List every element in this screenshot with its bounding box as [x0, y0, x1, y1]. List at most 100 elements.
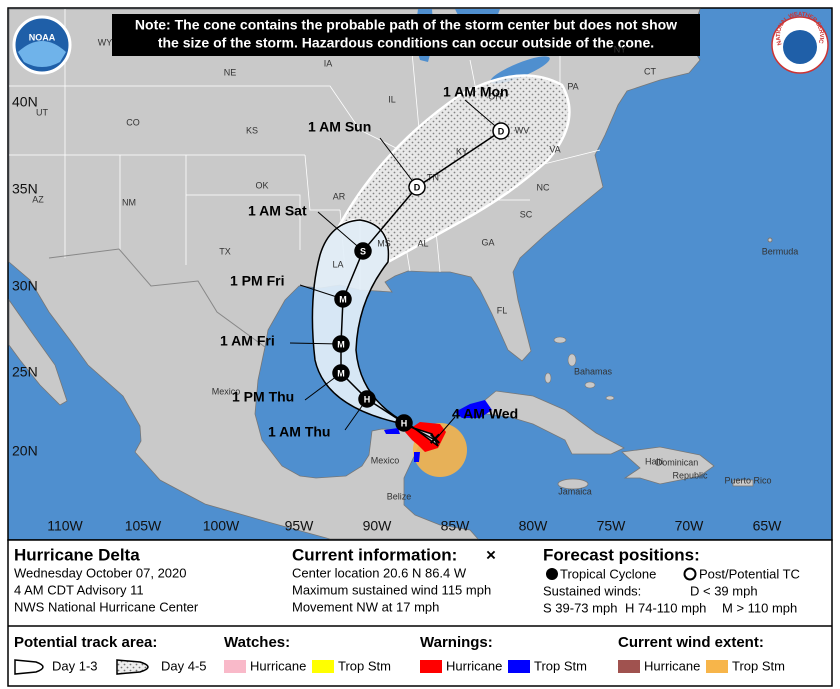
- latitude-label: 30N: [12, 278, 38, 294]
- swatch: [420, 660, 442, 673]
- forecast-symbol: D: [414, 182, 421, 192]
- forecast-symbol: H: [364, 394, 371, 404]
- leader-line: [317, 211, 364, 252]
- place-label: Belize: [387, 491, 412, 501]
- longitude-label: 85W: [441, 518, 471, 534]
- forecast-time: 1 AM Fri: [220, 333, 275, 349]
- place-label: Mexico: [212, 386, 241, 396]
- place-label: Dominican: [656, 457, 699, 467]
- place-label: SC: [520, 209, 533, 219]
- wind-class: H 74-110 mph: [625, 600, 706, 615]
- group-title: Watches:: [224, 634, 290, 651]
- swatch-label: Hurricane: [250, 658, 306, 673]
- forecast-marker: [332, 335, 350, 353]
- longitude-label: 80W: [519, 518, 549, 534]
- current-time: 4 AM Wed: [452, 406, 518, 422]
- place-label: Republic: [672, 470, 708, 480]
- storm-info: Wednesday October 07, 2020: [14, 565, 187, 580]
- current-info: Maximum sustained wind 115 mph: [292, 582, 491, 597]
- noaa-logo-wave: [18, 41, 66, 67]
- bahamas-islands: [544, 336, 615, 401]
- place-label: GA: [481, 237, 494, 247]
- forecast-symbol: M: [337, 339, 345, 349]
- forecast-marker: [358, 390, 376, 408]
- group-title: Warnings:: [420, 634, 493, 651]
- leader-line: [434, 416, 456, 441]
- place-label: NY: [614, 44, 627, 54]
- current-info: Center location 20.6 N 86.4 W: [292, 565, 467, 580]
- place-label: MS: [377, 238, 391, 248]
- latitude-label: 20N: [12, 443, 38, 459]
- storm-info: 4 AM CDT Advisory 11: [14, 582, 144, 597]
- current-info: Movement NW at 17 mph: [292, 599, 439, 614]
- storm-name: Hurricane Delta: [14, 545, 140, 564]
- current-title: Current information:: [292, 545, 457, 564]
- swatch: [618, 660, 640, 673]
- swatch-label: Trop Stm: [732, 658, 785, 673]
- place-label: PA: [567, 81, 578, 91]
- forecast-time: 1 AM Mon: [443, 84, 509, 100]
- day45-icon: [116, 659, 149, 675]
- hispaniola: [621, 446, 715, 485]
- latitude-label: 35N: [12, 181, 38, 197]
- place-label: Bahamas: [574, 366, 613, 376]
- leader-line: [379, 137, 418, 188]
- forecast-time: 1 PM Thu: [232, 389, 294, 405]
- trop-stm-warning: [384, 400, 492, 462]
- place-label: VA: [549, 144, 560, 154]
- note-banner: [112, 14, 700, 56]
- swatch-label: Hurricane: [446, 658, 502, 673]
- noaa-text: NOAA: [29, 32, 56, 42]
- forecast-time: 1 AM Sat: [248, 203, 307, 219]
- place-label: OH: [488, 91, 502, 101]
- forecast-marker: [354, 242, 372, 260]
- place-label: UT: [36, 107, 48, 117]
- swatch-label: Trop Stm: [338, 658, 391, 673]
- place-label: IA: [324, 58, 333, 68]
- longitude-label: 90W: [363, 518, 393, 534]
- place-label: Puerto Rico: [724, 475, 771, 485]
- forecast-time: 1 AM Sun: [308, 119, 371, 135]
- place-label: TN: [427, 172, 439, 182]
- forecast-symbol: D: [498, 126, 505, 136]
- puerto-rico-island: [732, 479, 754, 487]
- forecast-marker: [334, 290, 352, 308]
- place-label: NM: [122, 197, 136, 207]
- day13-label: Day 1-3: [52, 658, 98, 673]
- place-label: Mexico: [371, 455, 400, 465]
- place-label: KS: [246, 125, 258, 135]
- longitude-label: 100W: [203, 518, 240, 534]
- jamaica-island: [557, 478, 589, 490]
- latitude-label: 25N: [12, 364, 38, 380]
- place-label: AR: [333, 191, 346, 201]
- place-label: AZ: [32, 194, 44, 204]
- note-line: the size of the storm. Hazardous conditi…: [158, 35, 654, 51]
- current-symbol: ×: [429, 428, 441, 450]
- place-label: NC: [537, 182, 550, 192]
- group-title: Current wind extent:: [618, 634, 764, 651]
- forecast-marker: [492, 122, 510, 140]
- place-label: FL: [497, 305, 508, 315]
- swatch-label: Trop Stm: [534, 658, 587, 673]
- forecast-title: Forecast positions:: [543, 545, 700, 564]
- ptc-label: Post/Potential TC: [699, 566, 800, 581]
- nws-logo-inner: [783, 30, 817, 64]
- place-label: KY: [456, 146, 468, 156]
- swatch: [508, 660, 530, 673]
- ptc-marker: [683, 567, 697, 581]
- place-label: CO: [126, 117, 140, 127]
- swatch: [224, 660, 246, 673]
- day45-label: Day 4-5: [161, 658, 207, 673]
- forecast-time: 1 PM Fri: [230, 273, 284, 289]
- place-label: CT: [644, 66, 656, 76]
- longitude-label: 105W: [125, 518, 162, 534]
- place-label: OK: [255, 180, 268, 190]
- forecast-time: 1 AM Thu: [268, 424, 330, 440]
- cone-day-1-3: [311, 219, 439, 447]
- current-symbol-legend: ×: [486, 545, 496, 564]
- bermuda-island: [767, 237, 773, 243]
- forecast-marker: [332, 364, 350, 382]
- sustained-label: Sustained winds:: [543, 583, 641, 598]
- us-mexico-border: [48, 248, 266, 348]
